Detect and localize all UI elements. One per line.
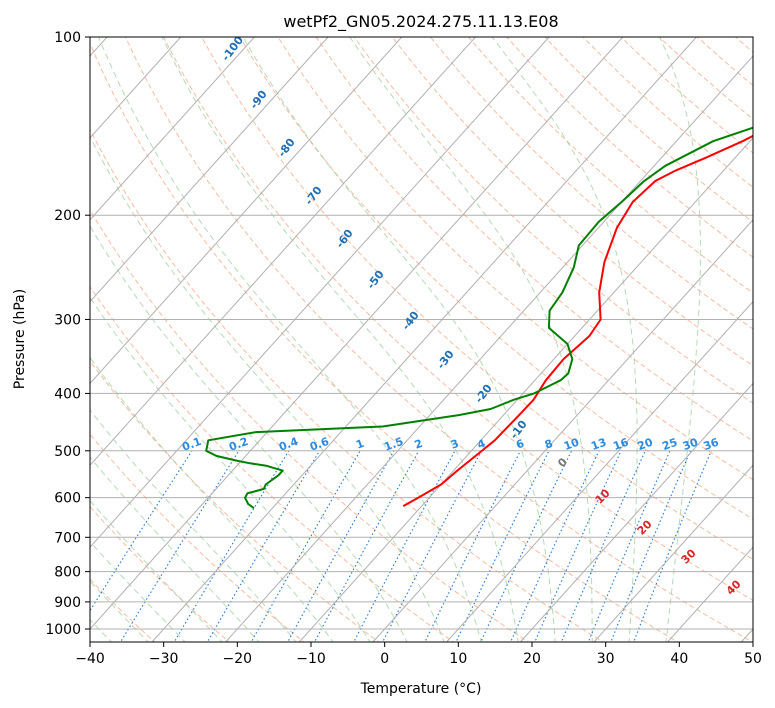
- isotherm-line: [298, 137, 753, 642]
- y-tick-label: 1000: [45, 622, 81, 638]
- dry-adiabat-line: [391, 37, 753, 367]
- mixing-ratio-label: 16: [612, 435, 631, 453]
- dry-adiabat-line: [277, 37, 753, 481]
- y-tick-label: 300: [54, 312, 81, 328]
- mixing-ratio-line: [587, 450, 671, 642]
- mixing-ratio-label: 1: [354, 437, 366, 452]
- mixing-ratio-label: 0.1: [180, 435, 203, 454]
- isotherm-line: [90, 37, 329, 303]
- mixing-ratio-label: 2: [413, 437, 425, 452]
- x-tick-label: −40: [75, 651, 105, 667]
- isotherm-line: [90, 37, 182, 139]
- x-axis-label: Temperature (°C): [360, 681, 482, 697]
- mixing-ratio-line: [353, 450, 456, 642]
- dry-adiabat-line: [239, 37, 753, 520]
- y-tick-label: 700: [54, 530, 81, 546]
- mixing-ratio-line: [480, 450, 573, 642]
- isotherm-line: [372, 218, 753, 642]
- x-tick-label: 0: [380, 651, 389, 667]
- isotherm-line: [90, 37, 256, 221]
- dewpoint-profile: [205, 126, 753, 510]
- y-tick-label: 100: [54, 30, 81, 46]
- mixing-ratio-label: 0.4: [277, 435, 300, 454]
- isotherm-line: [224, 55, 753, 642]
- x-tick-label: 10: [449, 651, 467, 667]
- profile-series: [205, 126, 753, 510]
- y-tick-label: 900: [54, 595, 81, 611]
- mixing-ratio-line: [610, 450, 692, 642]
- dry-adiabat-line: [163, 37, 753, 601]
- plot-area: -100-90-80-70-60-50-40-30-20-100.1 0.2 0.4…: [90, 37, 753, 642]
- mixing-ratio-label: 3: [449, 437, 461, 452]
- mixing-ratio-label: 10: [562, 435, 581, 453]
- mixing-ratio-label: 13: [589, 436, 608, 453]
- mixing-ratio-label: 0.2: [227, 435, 250, 454]
- mixing-ratio-label: 20: [636, 435, 655, 453]
- isotherm-line: [445, 300, 753, 642]
- isotherm-line: [90, 37, 624, 630]
- x-tick-label: −30: [149, 651, 179, 667]
- mixing-ratio-line: [119, 450, 240, 642]
- isotherm-line: [90, 37, 403, 385]
- isotherm-line: [90, 37, 550, 548]
- mixing-ratio-line: [382, 450, 482, 642]
- isotherm-line: [593, 464, 753, 642]
- isotherm-line: [519, 382, 753, 642]
- mixing-ratio-label: 0.6: [308, 435, 331, 454]
- moist-adiabat-line: [90, 456, 260, 642]
- x-tick-label: 50: [744, 651, 762, 667]
- mixing-ratio-label: 4: [476, 437, 488, 452]
- y-axis-ticks: 100 200 300 400 500 600 700 800 900 1000: [45, 30, 90, 638]
- mixing-ratio-line: [510, 450, 600, 642]
- dry-adiabat-line: [201, 37, 753, 560]
- mixing-ratio-label: 36: [702, 435, 721, 453]
- y-tick-label: 500: [54, 444, 81, 460]
- temperature-profile: [402, 134, 753, 507]
- mixing-ratio-label: 6: [514, 437, 526, 452]
- y-axis-label: Pressure (hPa): [12, 289, 28, 389]
- x-axis-ticks: −40 −30 −20 −10 0 10 20 30 40 50: [75, 642, 762, 667]
- x-tick-label: 40: [670, 651, 688, 667]
- mixing-ratio-label: 1.5: [382, 435, 405, 454]
- mixing-ratio-label: 8: [543, 437, 555, 452]
- mixing-ratio-line: [90, 450, 193, 612]
- chart-title: wetPf2_GN05.2024.275.11.13.E08: [283, 12, 558, 32]
- mixing-ratio-label: 25: [660, 436, 679, 453]
- x-tick-label: −10: [296, 651, 326, 667]
- isotherm-line: [90, 37, 477, 467]
- dry-adiabat-line: [90, 360, 380, 642]
- y-tick-label: 600: [54, 491, 81, 507]
- x-tick-label: −20: [223, 651, 253, 667]
- x-tick-label: 20: [523, 651, 541, 667]
- grid-lines: [90, 37, 753, 642]
- y-tick-label: 200: [54, 208, 81, 224]
- y-tick-label: 800: [54, 565, 81, 581]
- x-tick-label: 30: [597, 651, 615, 667]
- plot-frame: [89, 36, 754, 643]
- dry-adiabat-line: [353, 37, 753, 404]
- isotherm-line: [151, 37, 698, 642]
- y-tick-label: 400: [54, 386, 81, 402]
- mixing-ratio-line: [206, 450, 321, 642]
- mixing-ratio-label: 30: [681, 435, 700, 453]
